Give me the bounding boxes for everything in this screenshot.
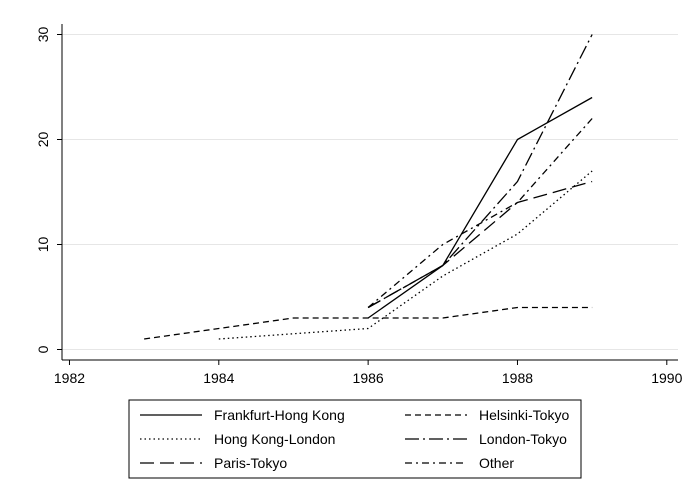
x-tick-label: 1988: [502, 370, 533, 386]
legend-label: Hong Kong-London: [214, 431, 335, 447]
series-line: [218, 170, 593, 340]
legend-label: London-Tokyo: [479, 431, 567, 447]
series-line: [367, 96, 593, 319]
y-tick-label: 0: [35, 345, 51, 353]
y-tick-label: 10: [35, 237, 51, 253]
legend-label: Frankfurt-Hong Kong: [214, 407, 345, 423]
x-tick-label: 1982: [54, 370, 85, 386]
series-line: [367, 34, 593, 309]
y-tick-label: 30: [35, 27, 51, 43]
x-tick-label: 1984: [203, 370, 234, 386]
legend-label: Paris-Tokyo: [214, 455, 287, 471]
legend-label: Other: [479, 455, 514, 471]
legend-label: Helsinki-Tokyo: [479, 407, 569, 423]
x-tick-label: 1990: [651, 370, 682, 386]
x-tick-label: 1986: [353, 370, 384, 386]
legend-box: [128, 399, 582, 479]
series-line: [367, 180, 593, 309]
series-line: [367, 118, 593, 308]
series-line: [144, 306, 593, 340]
y-tick-label: 20: [35, 132, 51, 148]
